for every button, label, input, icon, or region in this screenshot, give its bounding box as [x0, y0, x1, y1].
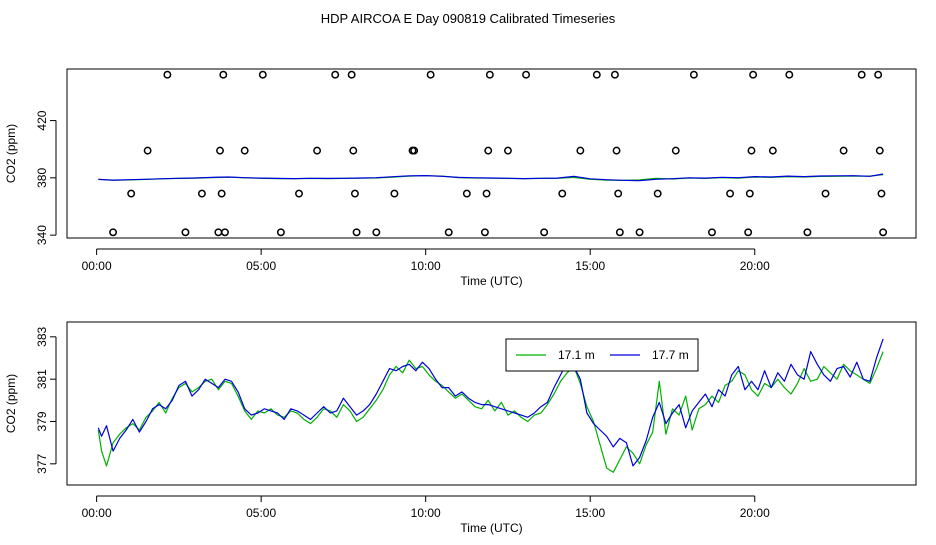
outlier-point [504, 146, 512, 155]
x-tick-label: 05:00 [246, 259, 276, 273]
outlier-point [875, 146, 884, 155]
outlier-point [576, 146, 585, 155]
outlier-point [768, 146, 777, 155]
outlier-point [708, 228, 716, 237]
outlier-point [214, 228, 223, 237]
outlier-point [612, 146, 621, 155]
outlier-point [482, 189, 491, 198]
y-tick-label: 340 [35, 225, 49, 245]
outlier-point [879, 228, 888, 237]
outlier-point [874, 70, 883, 79]
outlier-point [522, 70, 531, 79]
outlier-point [216, 146, 224, 155]
outlier-point [785, 70, 794, 79]
y-tick-label: 377 [35, 453, 49, 473]
outlier-point [372, 228, 381, 237]
outlier-point [127, 189, 136, 198]
outlier-point [444, 228, 453, 237]
x-axis-label: Time (UTC) [460, 521, 522, 535]
y-tick-label: 420 [35, 110, 49, 130]
plot-frame [66, 321, 917, 486]
x-tick-label: 00:00 [82, 506, 112, 520]
outlier-point [258, 70, 267, 79]
y-axis-label: CO2 (ppm) [4, 374, 18, 433]
outlier-point [462, 189, 471, 198]
x-tick-label: 15:00 [575, 259, 605, 273]
outlier-point [221, 228, 229, 237]
series-line-0 [97, 351, 884, 473]
outlier-point [745, 189, 754, 198]
outlier-point [839, 146, 848, 155]
outlier-point [592, 70, 601, 79]
outlier-point [240, 146, 249, 155]
series-line-1 [97, 338, 884, 467]
x-tick-label: 10:00 [411, 506, 441, 520]
outlier-point [480, 228, 489, 237]
outlier-point [857, 70, 866, 79]
outlier-point [614, 189, 623, 198]
outlier-point [803, 228, 812, 237]
x-tick-label: 00:00 [82, 259, 112, 273]
outlier-point [749, 70, 758, 79]
legend-label-0: 17.1 m [558, 348, 595, 362]
outlier-point [747, 146, 756, 155]
outlier-point [217, 189, 226, 198]
y-tick-label: 379 [35, 411, 49, 431]
outlier-point [877, 189, 886, 198]
y-tick-label: 383 [35, 326, 49, 346]
outlier-point [410, 146, 419, 155]
outlier-point [485, 70, 494, 79]
series-line-1 [98, 173, 884, 182]
plot-frame [66, 68, 917, 239]
outlier-point [671, 146, 680, 155]
outlier-point [744, 228, 753, 237]
chart-title: HDP AIRCOA E Day 090819 Calibrated Times… [321, 11, 616, 26]
outlier-point [163, 70, 172, 79]
outlier-point [350, 189, 359, 198]
outlier-point [181, 228, 190, 237]
outlier-point [635, 228, 644, 237]
outlier-point [295, 189, 303, 198]
outlier-point [821, 189, 830, 198]
x-tick-label: 20:00 [740, 506, 770, 520]
outlier-point [558, 189, 567, 198]
x-axis-label: Time (UTC) [460, 274, 522, 288]
x-tick-label: 15:00 [575, 506, 605, 520]
outlier-point [347, 70, 356, 79]
outlier-point [313, 146, 322, 155]
outlier-point [219, 70, 228, 79]
legend: 17.1 m 17.7 m [505, 338, 699, 372]
outlier-point [615, 228, 624, 237]
outlier-point [540, 228, 549, 237]
outlier-point [610, 70, 619, 79]
outlier-point [349, 146, 358, 155]
outlier-point [426, 70, 435, 79]
x-tick-label: 10:00 [411, 259, 441, 273]
y-axis-label: CO2 (ppm) [4, 124, 18, 183]
outlier-point [689, 70, 698, 79]
outlier-point [197, 189, 206, 198]
outlier-point [352, 228, 361, 237]
top-panel: 00:00 05:00 10:00 15:00 20:00 Time (UTC) 340 38… [4, 68, 917, 288]
bottom-panel: 00:00 05:00 10:00 15:00 20:00 Time (UTC) 377 37… [4, 321, 917, 535]
outlier-point [390, 189, 399, 198]
outlier-point [331, 70, 340, 79]
outlier-point [726, 189, 735, 198]
outlier-point [484, 146, 493, 155]
y-tick-label: 380 [35, 168, 49, 188]
outlier-point [653, 189, 662, 198]
outlier-point [276, 228, 285, 237]
outlier-point [143, 146, 152, 155]
x-tick-label: 05:00 [246, 506, 276, 520]
x-tick-label: 20:00 [740, 259, 770, 273]
outlier-point [109, 228, 118, 237]
legend-label-1: 17.7 m [652, 348, 689, 362]
y-tick-label: 381 [35, 369, 49, 389]
